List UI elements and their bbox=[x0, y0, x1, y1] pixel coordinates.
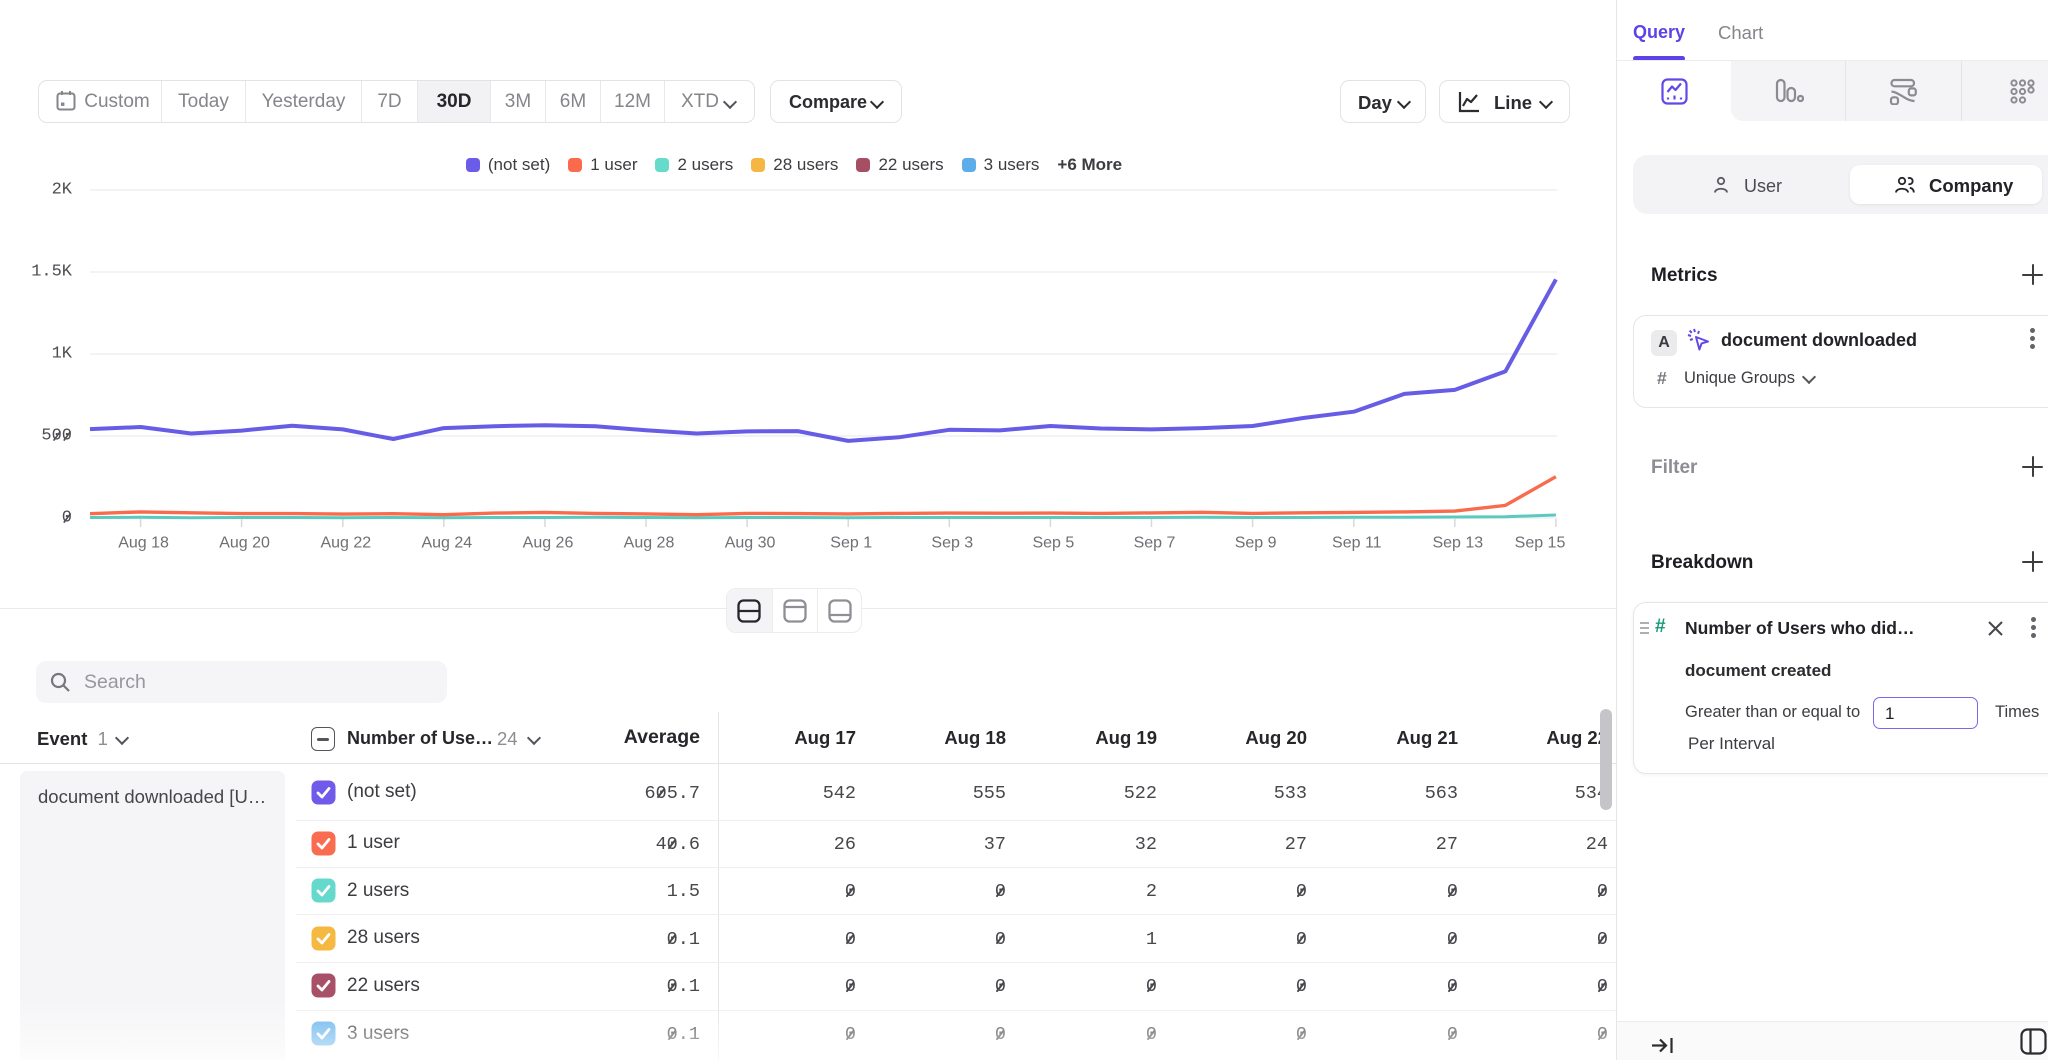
svg-text:Sep 7: Sep 7 bbox=[1134, 534, 1176, 551]
svg-text:Sep 9: Sep 9 bbox=[1235, 534, 1277, 551]
svg-text:Sep 3: Sep 3 bbox=[931, 534, 973, 551]
svg-text:Sep 15: Sep 15 bbox=[1515, 534, 1566, 551]
svg-text:Aug 28: Aug 28 bbox=[624, 534, 675, 551]
svg-text:Aug 22: Aug 22 bbox=[320, 534, 371, 551]
svg-text:Aug 20: Aug 20 bbox=[219, 534, 270, 551]
svg-text:Aug 18: Aug 18 bbox=[118, 534, 169, 551]
svg-text:1K: 1K bbox=[52, 345, 73, 364]
svg-text:Aug 26: Aug 26 bbox=[523, 534, 574, 551]
svg-text:Sep 11: Sep 11 bbox=[1332, 534, 1382, 551]
svg-text:2K: 2K bbox=[52, 181, 73, 200]
svg-text:Sep 1: Sep 1 bbox=[830, 534, 872, 551]
svg-text:Sep 5: Sep 5 bbox=[1032, 534, 1074, 551]
svg-text:1.5K: 1.5K bbox=[31, 263, 73, 282]
svg-text:Sep 13: Sep 13 bbox=[1432, 534, 1483, 551]
svg-text:Aug 24: Aug 24 bbox=[421, 534, 472, 551]
svg-text:Aug 30: Aug 30 bbox=[725, 534, 776, 551]
